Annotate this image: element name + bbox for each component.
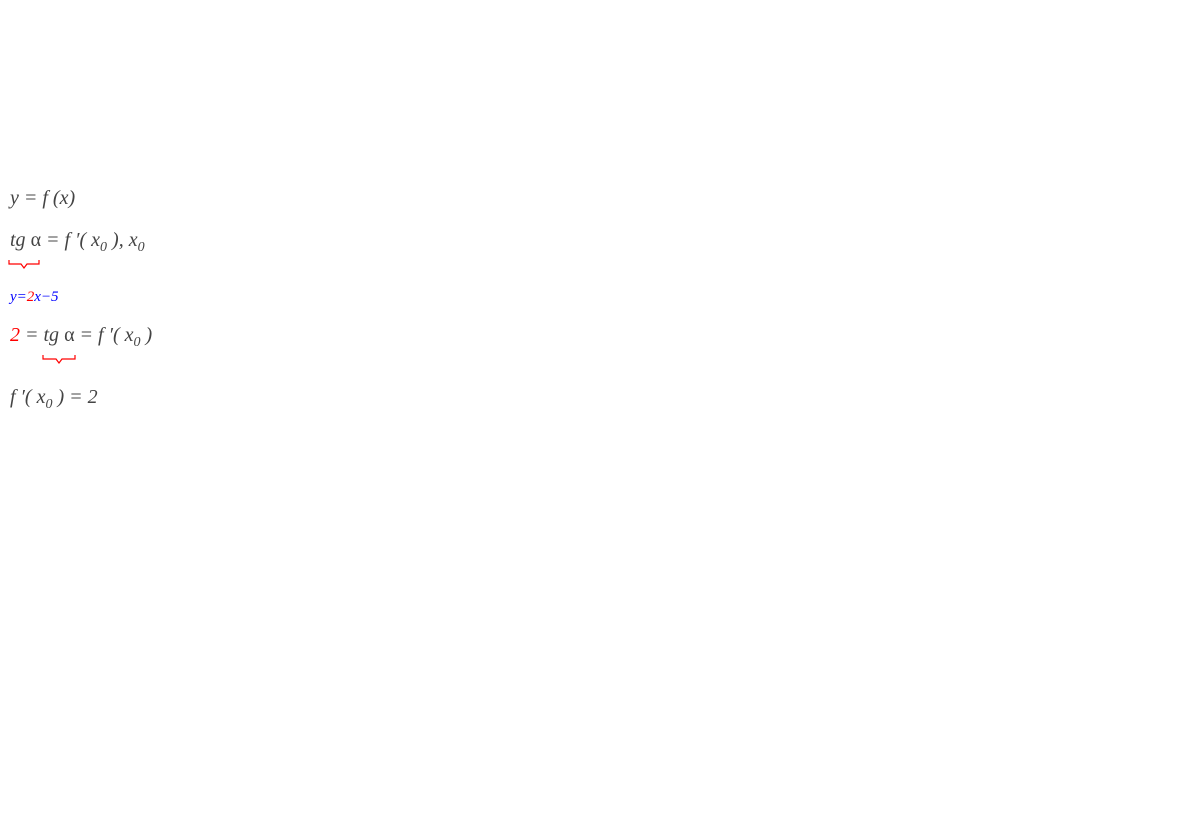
eq-y2x5: y=2x−5 (10, 289, 59, 305)
under-brace-1 (8, 255, 40, 277)
eq-tg-alpha: tg α = f ′( x0 ), (10, 229, 129, 251)
text-line-3: tg α = f ′( x0 ), x0 (10, 222, 1190, 274)
explanation-text: y = f (x) tg α = f ′( x0 ), x0 y=2x−5 2 … (10, 180, 1190, 418)
text-line-1: y = f (x) (10, 180, 1190, 216)
text-line-4: y=2x−5 (10, 284, 1190, 311)
chart-svg (10, 10, 310, 160)
derivative-chart (10, 10, 1190, 165)
text-line-6: f ′( x0 ) = 2 (10, 379, 1190, 417)
under-brace-2 (42, 350, 76, 372)
eq-fprime-2: f ′( x0 ) = 2 (10, 386, 98, 408)
x0-sym: x0 (129, 229, 145, 251)
text-line-5: 2 = tg α = f ′( x0 ) (10, 317, 1190, 371)
eq-y-fx: y = f (x) (10, 187, 75, 209)
eq-2-tga: 2 = tg α = f ′( x0 ) (10, 324, 152, 346)
